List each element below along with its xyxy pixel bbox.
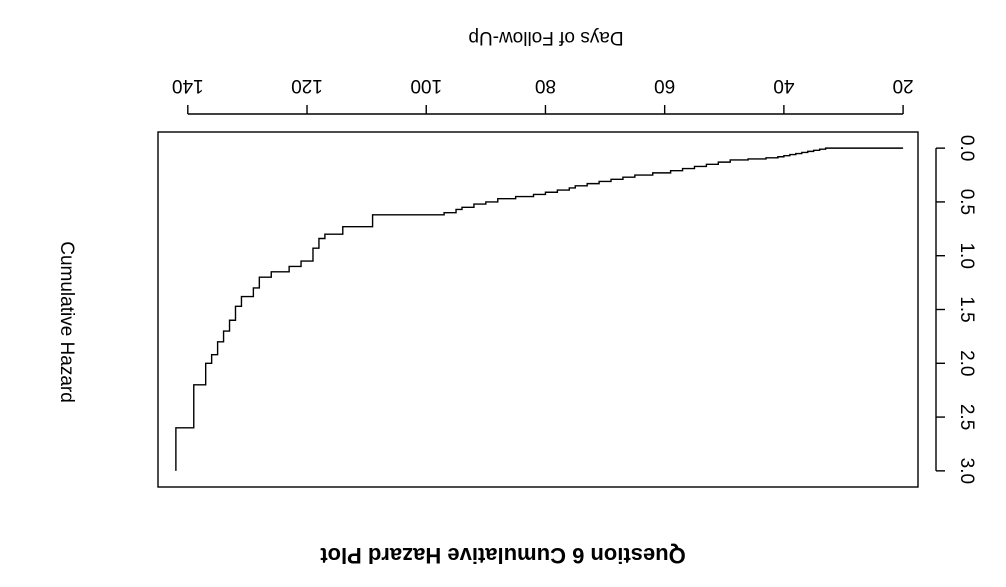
y-tick-label: 1.5	[956, 296, 977, 322]
y-tick-label: 2.5	[956, 404, 977, 430]
y-tick-label: 2.0	[956, 350, 977, 376]
x-tick-label: 80	[535, 75, 556, 96]
x-axis-title: Days of Follow-Up	[468, 27, 623, 48]
y-tick-label: 0.0	[956, 135, 977, 161]
x-tick-label: 20	[893, 75, 914, 96]
chart-title: Question 6 Cumulative Hazard Plot	[320, 543, 686, 568]
axis-ticks: 20 40 60 80 100 120 140 0.0 0.5 1.0 1.5 2.0 2.5 3.0	[172, 75, 977, 484]
x-tick-label: 140	[172, 75, 204, 96]
y-axis-title: Cumulative Hazard	[56, 241, 77, 403]
y-tick-label: 1.0	[956, 243, 977, 269]
y-tick-label: 3.0	[956, 458, 977, 484]
x-tick-label: 40	[773, 75, 794, 96]
x-tick-label: 120	[291, 75, 323, 96]
x-tick-label: 60	[654, 75, 675, 96]
y-tick-label: 0.5	[956, 189, 977, 215]
hazard-step-line	[175, 147, 904, 471]
x-tick-label: 100	[410, 75, 442, 96]
plot-frame	[157, 131, 919, 488]
